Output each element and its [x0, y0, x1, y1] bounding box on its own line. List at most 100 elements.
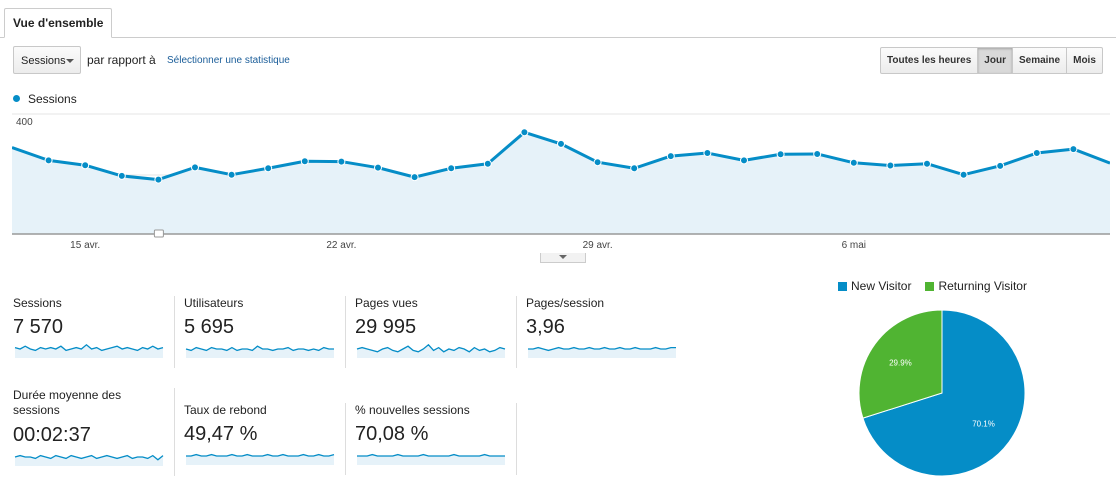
- tile-divider: [345, 403, 346, 475]
- data-point[interactable]: [447, 164, 456, 173]
- pie-legend-item-returning: Returning Visitor: [925, 279, 1027, 293]
- y-tick-label: 400: [16, 117, 33, 128]
- metric-label: Pages/session: [526, 296, 605, 310]
- range-hourly-button[interactable]: Toutes les heures: [880, 47, 979, 74]
- chevron-down-icon: [559, 255, 567, 259]
- annotation-icon[interactable]: [153, 229, 164, 238]
- metric-sparkline: [14, 454, 164, 466]
- metric-sparkline: [356, 343, 506, 358]
- data-point[interactable]: [1069, 145, 1078, 154]
- legend-dot-icon: [13, 95, 20, 103]
- pie-slice-new-visitor[interactable]: [862, 309, 1026, 477]
- range-week-button[interactable]: Semaine: [1012, 47, 1068, 74]
- metric-label: Taux de rebond: [184, 403, 267, 417]
- sparkline-line: [186, 453, 335, 457]
- x-tick-label: 15 avr.: [70, 240, 100, 251]
- metric-tile[interactable]: Pages/session 3,96: [525, 296, 682, 358]
- data-point[interactable]: [1032, 149, 1041, 158]
- data-point[interactable]: [337, 157, 346, 166]
- sparkline-line: [528, 346, 676, 352]
- metric-tile[interactable]: Utilisateurs 5 695: [183, 296, 340, 358]
- data-point[interactable]: [593, 158, 602, 167]
- range-day-button[interactable]: Jour: [978, 47, 1013, 74]
- pie-legend-label-new: New Visitor: [851, 279, 912, 293]
- metric-value: 49,47 %: [184, 423, 258, 445]
- sparkline-area: [528, 347, 676, 358]
- sparkline-line: [14, 454, 164, 461]
- sparkline-area: [186, 346, 334, 358]
- metric-sparkline: [185, 345, 334, 358]
- pie-slice-label: 70.1%: [972, 419, 995, 428]
- data-point[interactable]: [81, 161, 90, 170]
- data-point[interactable]: [300, 157, 309, 166]
- tile-divider: [174, 388, 175, 476]
- data-point[interactable]: [923, 159, 931, 168]
- data-point[interactable]: [849, 158, 858, 167]
- metric-tile[interactable]: Taux de rebond 49,47 %: [183, 403, 340, 465]
- sparkline-line: [185, 345, 334, 352]
- data-point[interactable]: [630, 164, 639, 173]
- metric-tile[interactable]: Pages vues 29 995: [354, 296, 511, 358]
- pie-slice-label: 29.9%: [889, 359, 912, 368]
- metric-select-value: Sessions: [21, 55, 66, 67]
- data-point[interactable]: [996, 161, 1005, 170]
- data-point[interactable]: [740, 156, 748, 165]
- metric-tile[interactable]: Durée moyenne des sessions 00:02:37: [12, 388, 169, 466]
- metric-label: % nouvelles sessions: [355, 403, 470, 417]
- data-point[interactable]: [227, 170, 236, 179]
- chart-collapse-handle[interactable]: [540, 253, 586, 263]
- metric-label: Sessions: [13, 296, 62, 310]
- metric-value: 29 995: [355, 316, 417, 338]
- sparkline-area: [357, 344, 505, 358]
- data-point[interactable]: [483, 159, 492, 168]
- data-point[interactable]: [44, 156, 53, 165]
- legend-series-name: Sessions: [28, 92, 77, 106]
- tile-divider: [174, 296, 175, 368]
- metric-value: 3,96: [526, 316, 565, 338]
- chart-legend: Sessions: [13, 92, 77, 106]
- data-point[interactable]: [374, 163, 382, 172]
- data-point[interactable]: [557, 139, 565, 148]
- range-month-button[interactable]: Mois: [1067, 47, 1103, 74]
- tile-divider: [516, 403, 517, 475]
- data-point[interactable]: [666, 152, 675, 161]
- sparkline-line: [14, 343, 164, 352]
- pie-slice-returning-visitor[interactable]: [858, 309, 943, 419]
- data-point[interactable]: [959, 170, 968, 179]
- metric-value: 70,08 %: [355, 423, 429, 445]
- time-range-buttons: Toutes les heures Jour Semaine Mois: [880, 47, 1103, 74]
- data-point[interactable]: [410, 173, 419, 182]
- pie-legend: New Visitor Returning Visitor: [838, 279, 1027, 293]
- sparkline-line: [357, 453, 505, 457]
- chevron-down-icon: [66, 59, 74, 63]
- visitor-pie-chart: 70.1% 29.9%: [858, 309, 1026, 477]
- data-point[interactable]: [191, 163, 199, 172]
- metric-sparkline: [14, 343, 164, 358]
- data-point[interactable]: [886, 161, 895, 170]
- x-tick-label: 29 avr.: [583, 240, 613, 251]
- data-point[interactable]: [520, 128, 529, 137]
- select-stat-link[interactable]: Sélectionner une statistique: [167, 55, 290, 66]
- metric-tile[interactable]: % nouvelles sessions 70,08 %: [354, 403, 511, 465]
- metric-value: 00:02:37: [13, 424, 91, 446]
- metric-label: Pages vues: [355, 296, 418, 310]
- data-point[interactable]: [154, 175, 163, 184]
- metric-label: Durée moyenne des sessions: [13, 388, 122, 417]
- metric-value: 5 695: [184, 316, 235, 338]
- data-point[interactable]: [776, 150, 785, 159]
- metric-tile[interactable]: Sessions 7 570: [12, 296, 169, 358]
- pie-legend-item-new: New Visitor: [838, 279, 911, 293]
- tile-divider: [345, 296, 346, 368]
- tab-overview[interactable]: Vue d'ensemble: [4, 8, 113, 38]
- metric-sparkline: [186, 453, 335, 465]
- metric-select[interactable]: Sessions: [13, 46, 81, 74]
- data-point[interactable]: [264, 164, 273, 173]
- sparkline-line: [356, 343, 506, 353]
- sessions-area: [12, 132, 1110, 234]
- metric-sparkline: [357, 453, 505, 465]
- data-point[interactable]: [703, 149, 712, 158]
- metric-label: Utilisateurs: [184, 296, 244, 310]
- legend-swatch-returning: [925, 282, 935, 291]
- data-point[interactable]: [813, 149, 822, 158]
- data-point[interactable]: [117, 171, 126, 180]
